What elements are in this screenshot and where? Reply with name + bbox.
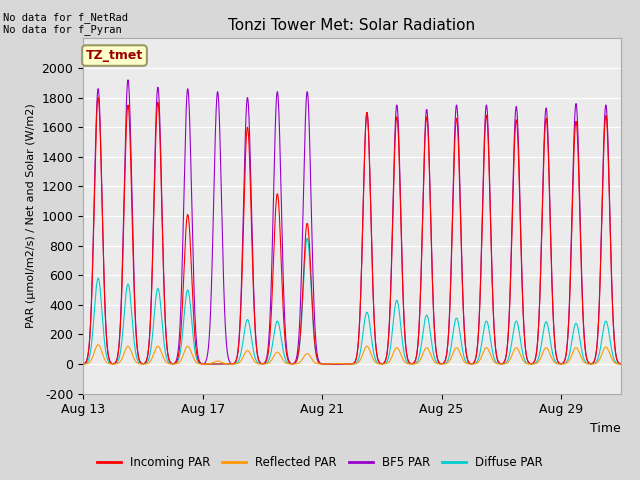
X-axis label: Time: Time — [590, 422, 621, 435]
Legend: Incoming PAR, Reflected PAR, BF5 PAR, Diffuse PAR: Incoming PAR, Reflected PAR, BF5 PAR, Di… — [92, 452, 548, 474]
Text: No data for f_NetRad
No data for f_Pyran: No data for f_NetRad No data for f_Pyran — [3, 12, 128, 36]
Y-axis label: PAR (μmol/m2/s) / Net and Solar (W/m2): PAR (μmol/m2/s) / Net and Solar (W/m2) — [26, 104, 36, 328]
Text: TZ_tmet: TZ_tmet — [86, 49, 143, 62]
Title: Tonzi Tower Met: Solar Radiation: Tonzi Tower Met: Solar Radiation — [228, 18, 476, 33]
